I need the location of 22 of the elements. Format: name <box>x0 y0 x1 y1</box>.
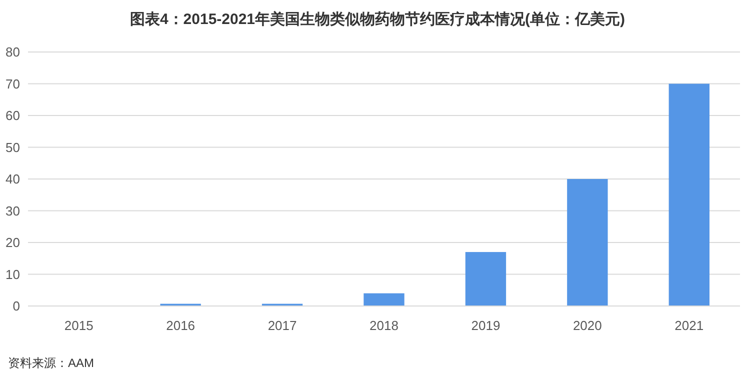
bar <box>364 293 404 306</box>
y-tick-label: 80 <box>6 44 20 60</box>
bar <box>567 179 608 306</box>
x-tick-label: 2019 <box>471 318 500 333</box>
text: 资料来源：AAM <box>8 356 94 370</box>
x-tick-label: 2020 <box>572 318 602 333</box>
y-tick-label: 40 <box>6 172 20 187</box>
x-tick-label: 2015 <box>64 318 94 333</box>
bar <box>465 252 506 306</box>
y-tick-label: 70 <box>6 76 20 92</box>
y-tick-label: 10 <box>6 266 20 282</box>
y-tick-label: 30 <box>6 203 20 218</box>
x-tick-label: 2018 <box>370 318 398 333</box>
x-tick-label: 2017 <box>268 318 297 333</box>
bar <box>668 84 710 306</box>
x-tick-label: 2021 <box>674 318 704 333</box>
y-tick-label: 50 <box>6 140 20 155</box>
y-tick-label: 20 <box>6 235 20 250</box>
y-tick-label: 60 <box>6 108 20 124</box>
y-tick-label: 0 <box>12 298 20 314</box>
x-tick-label: 2016 <box>166 318 196 333</box>
chart-title: 图表4：2015-2021年美国生物类似物药物节约医疗成本情况(单位：亿美元) <box>130 10 626 28</box>
